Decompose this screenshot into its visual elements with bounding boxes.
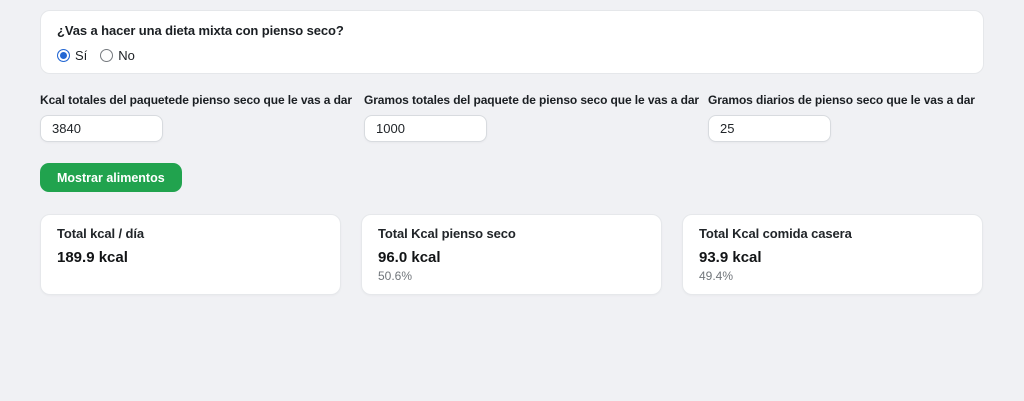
field-grams-package: Gramos totales del paquete de pienso sec… bbox=[364, 93, 699, 142]
radio-no-label: No bbox=[118, 48, 135, 63]
results-row: Total kcal / día 189.9 kcal Total Kcal p… bbox=[40, 214, 984, 295]
fields-row: Kcal totales del paquetede pienso seco q… bbox=[40, 93, 984, 142]
result-card-total-daily: Total kcal / día 189.9 kcal bbox=[40, 214, 341, 295]
radio-no-icon[interactable] bbox=[100, 49, 114, 62]
result-homemade-food-value: 93.9 kcal bbox=[699, 249, 762, 266]
field-grams-package-input[interactable] bbox=[364, 115, 487, 142]
field-grams-daily-input[interactable] bbox=[708, 115, 831, 142]
diet-question-label: ¿Vas a hacer una dieta mixta con pienso … bbox=[57, 23, 344, 38]
result-dry-food-title: Total Kcal pienso seco bbox=[378, 226, 516, 241]
radio-option-si[interactable]: Sí bbox=[57, 48, 87, 63]
result-card-dry-food: Total Kcal pienso seco 96.0 kcal 50.6% bbox=[361, 214, 662, 295]
result-dry-food-percent: 50.6% bbox=[378, 269, 413, 283]
radio-si-icon[interactable] bbox=[57, 49, 70, 62]
radio-option-no[interactable]: No bbox=[100, 48, 135, 63]
result-homemade-food-percent: 49.4% bbox=[699, 269, 734, 283]
result-homemade-food-title: Total Kcal comida casera bbox=[699, 226, 852, 241]
field-grams-package-label: Gramos totales del paquete de pienso sec… bbox=[364, 93, 699, 107]
page: ¿Vas a hacer una dieta mixta con pienso … bbox=[40, 10, 984, 295]
result-dry-food-value: 96.0 kcal bbox=[378, 249, 441, 266]
field-kcal-package-label: Kcal totales del paquetede pienso seco q… bbox=[40, 93, 352, 107]
diet-question-options: Sí No bbox=[57, 48, 967, 63]
result-card-homemade-food: Total Kcal comida casera 93.9 kcal 49.4% bbox=[682, 214, 983, 295]
field-grams-daily: Gramos diarios de pienso seco que le vas… bbox=[708, 93, 975, 142]
show-foods-button[interactable]: Mostrar alimentos bbox=[40, 163, 182, 192]
result-total-daily-title: Total kcal / día bbox=[57, 226, 145, 241]
field-grams-daily-label: Gramos diarios de pienso seco que le vas… bbox=[708, 93, 975, 107]
field-kcal-package: Kcal totales del paquetede pienso seco q… bbox=[40, 93, 352, 142]
diet-question-card: ¿Vas a hacer una dieta mixta con pienso … bbox=[40, 10, 984, 74]
field-kcal-package-input[interactable] bbox=[40, 115, 163, 142]
result-total-daily-value: 189.9 kcal bbox=[57, 249, 128, 266]
radio-si-label: Sí bbox=[75, 48, 88, 63]
